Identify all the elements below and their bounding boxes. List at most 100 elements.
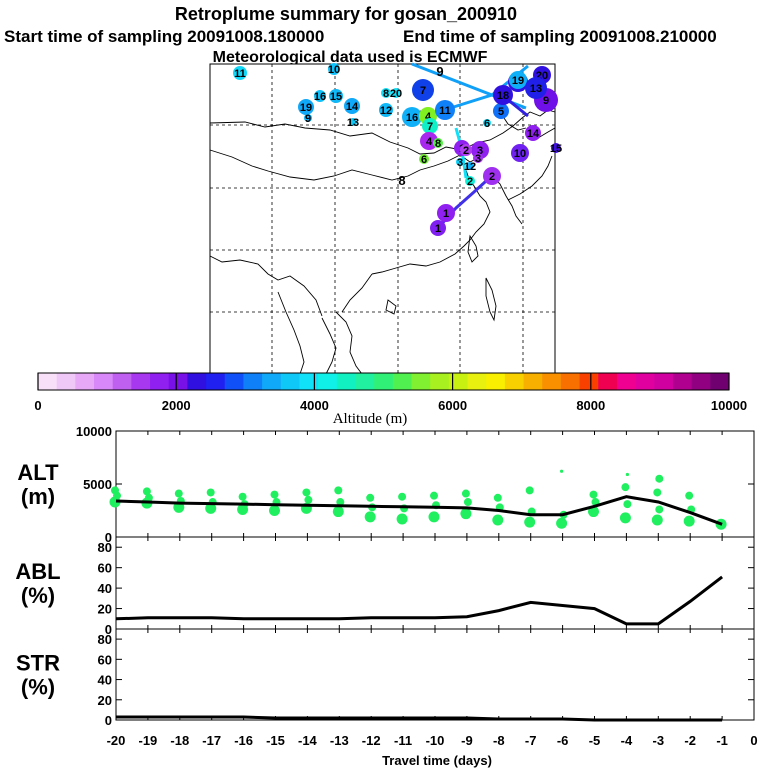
map-marker-label: 9 [543,95,549,107]
map-panel: 1110161519914132081297164117486312122563… [209,62,562,375]
map-marker [422,118,438,134]
map-marker-label: 11 [439,105,451,117]
panel-label: ABL [15,559,60,584]
map-marker-label: 11 [234,68,246,80]
colorbar-tick-label: 6000 [438,398,467,413]
map-marker-label: 8 [435,138,441,150]
map-marker [379,103,393,117]
colorbar-label: Altitude (m) [333,411,408,427]
colorbar-cell [75,373,95,390]
map-marker-label: 9 [436,64,443,79]
map-marker-label: 3 [477,145,483,157]
colorbar-cell [635,373,655,390]
x-tick-label: -12 [362,733,381,748]
map-marker [483,167,501,185]
alt-scatter-point [238,492,247,501]
map-marker-label: 15 [330,91,342,103]
map-marker [465,176,475,186]
map-marker [349,118,357,126]
colorbar-cell [504,373,525,390]
panel-unit-label: (%) [21,583,55,608]
panel-abl: 0 20 40 60 80 ABL(%) [15,536,755,637]
alt-scatter-point [364,511,376,523]
alt-scatter-point [589,490,598,499]
map-marker [525,77,547,99]
colorbar-tick-label: 2000 [162,398,191,413]
colorbar-cell [486,373,506,390]
map-marker-label: 6 [484,118,490,130]
x-tick-label: -8 [493,733,505,748]
alt-scatter-point [396,513,408,525]
colorbar-cell [206,373,226,390]
map-marker [437,204,455,222]
map-marker-label: 8 [398,173,405,188]
alt-scatter-point [206,488,215,497]
map-marker [344,98,360,114]
x-tick-label: -13 [330,733,349,748]
colorbar-cell [355,373,375,390]
map-marker-label: 7 [420,85,426,97]
alt-scatter-point [304,495,313,504]
panel-unit-label: (m) [21,484,55,509]
colorbar-ticks: 0 2000 4000 6000 8000 10000 [34,373,747,413]
start-time-label: Start time of sampling 20091008.180000 [4,27,324,46]
alt-scatter-point [653,488,662,497]
map-gridlines [210,64,555,374]
coastline [537,127,556,139]
colorbar-cell [691,373,711,390]
alt-scatter-point [463,498,472,507]
colorbar-cell [710,373,730,390]
line-panels: 0500010000ALT(m)020406080ABL(%)020406080… [15,424,757,768]
colorbar-cell [542,373,562,390]
alt-scatter-point [270,490,279,499]
y-tick-label: 0 [105,530,112,545]
coastline [385,299,397,315]
alt-scatter-point [174,489,183,498]
panel-unit-label: (%) [21,675,55,700]
map-marker [473,153,483,163]
map-marker-label: 2 [463,145,469,157]
alt-scatter-point [623,500,632,509]
y-tick-label: 0 [105,713,112,728]
alt-scatter-point [655,505,664,514]
x-tick-label: 0 [750,733,757,748]
map-marker [483,119,491,127]
x-tick-label: -14 [298,733,318,748]
map-marker-label: 4 [425,111,432,123]
map-marker [419,154,429,164]
map-markers: 1110161519914132081297164117486312122563… [233,63,562,236]
alt-scatter-point [336,498,345,507]
y-tick-label: 20 [98,602,112,617]
x-axis-label: Travel time (days) [382,753,492,768]
map-marker-label: 1 [443,208,449,220]
map-marker [493,85,513,105]
colorbar-cell [523,373,543,390]
panel-frame [115,536,755,630]
map-marker [233,66,247,80]
alt-scatter-point [492,514,504,526]
colorbar-cell [374,373,394,390]
colorbar-tick-label: 8000 [576,398,605,413]
colorbar-cell [299,373,319,390]
map-marker [412,79,434,101]
map-marker-label: 13 [347,117,359,129]
alt-scatter-point [430,491,438,500]
x-tick-label: -20 [107,733,126,748]
x-tick-label: -5 [589,733,601,748]
alt-scatter-point [398,492,407,501]
x-tick-label: -17 [202,733,221,748]
colorbar-tick-label: 4000 [300,398,329,413]
map-marker-label: 4 [426,136,433,148]
x-tick-label: -6 [557,733,569,748]
map-marker-label: 15 [550,143,562,155]
y-tick-label: 60 [98,561,112,576]
coastline [485,277,497,322]
alt-scatter-point [460,508,472,520]
map-marker-label: 6 [421,154,427,166]
map-marker-label: 12 [380,105,392,117]
alt-scatter-point [332,506,344,518]
map-marker-label: 7 [427,121,433,133]
map-marker-label: 10 [328,64,340,76]
